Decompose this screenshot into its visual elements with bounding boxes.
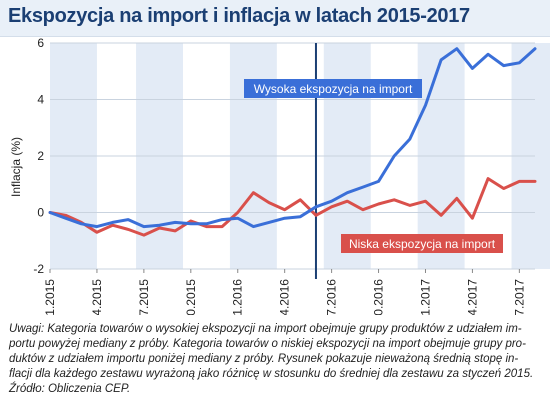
footnote-line: flacji dla każdego zestawu wyrażoną jako…	[9, 368, 534, 380]
x-tick-label: 07.2015	[137, 279, 151, 315]
x-tick-label: 10.2015	[184, 279, 198, 315]
series-label-box	[244, 79, 422, 98]
x-tick-label: 04.2016	[278, 279, 292, 315]
y-tick-label: 0	[37, 206, 44, 220]
y-tick-label: 2	[37, 149, 44, 163]
x-tick-label: 07.2017	[512, 279, 526, 315]
series-labels: Wysoka ekspozycja na import Niska ekspozy…	[244, 79, 503, 253]
footnote: Uwagi: Kategoria towarów o wysokiej eksp…	[9, 322, 543, 397]
title-bar: Ekspozycja na import i inflacja w latach…	[0, 0, 550, 37]
y-tick-label: -2	[33, 262, 44, 276]
series-label-box	[341, 234, 503, 253]
x-tick-label: 01.2016	[231, 279, 245, 315]
y-tick-label: 4	[37, 93, 44, 107]
chart-title: Ekspozycja na import i inflacja w latach…	[8, 5, 470, 27]
series-label: Niska ekspozycja na import	[349, 237, 496, 251]
gridlines	[50, 42, 535, 270]
x-tick-label: 10.2016	[372, 279, 386, 315]
footnote-line: portu powyżej mediany z próby. Kategoria…	[9, 338, 526, 350]
x-tick-label: 01.2015	[43, 279, 57, 315]
series-label: Wysoka ekspozycja na import	[254, 82, 413, 96]
footnote-source: Źródło: Obliczenia CEP.	[9, 383, 131, 395]
series-low-exposure	[48, 177, 537, 237]
y-axis-label: Inflacja (%)	[9, 137, 23, 197]
y-tick-label: 6	[37, 37, 44, 50]
footnote-line: duktów z udziałem importu poniżej median…	[9, 353, 519, 365]
x-tick-label: 01.2017	[418, 279, 432, 315]
series-line	[48, 47, 537, 229]
x-tick-label: 07.2016	[325, 279, 339, 315]
y-axis-ticks: -2 0 2 4 6	[33, 37, 44, 276]
x-axis-ticks: 01.2015 04.2015 07.2015 10.2015 01.2016 04.20…	[43, 269, 526, 315]
series-line	[48, 177, 537, 237]
x-tick-label: 04.2015	[90, 279, 104, 315]
footnote-line: Uwagi: Kategoria towarów o wysokiej eksp…	[9, 323, 522, 335]
x-tick-label: 04.2017	[465, 279, 479, 315]
series-high-exposure	[48, 47, 537, 229]
